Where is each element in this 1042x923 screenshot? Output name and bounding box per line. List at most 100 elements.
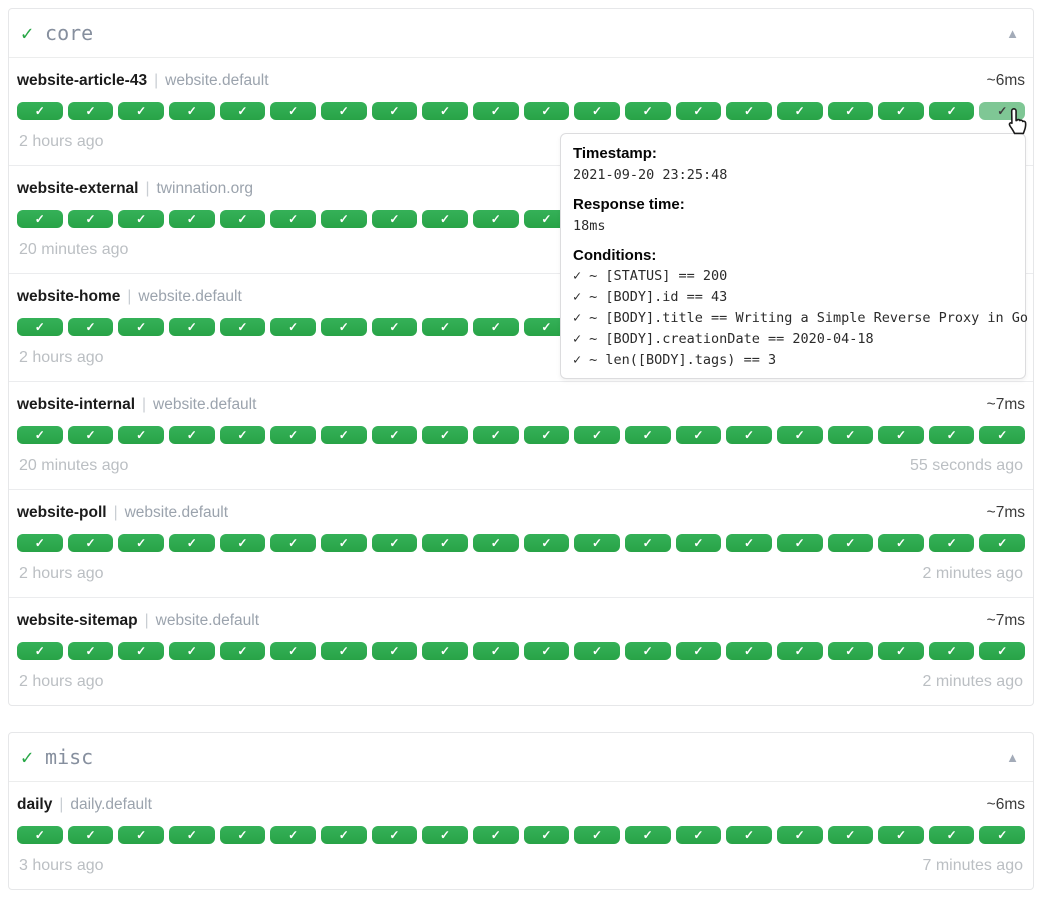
- status-badge[interactable]: ✓: [219, 102, 266, 120]
- status-badge[interactable]: ✓: [928, 102, 975, 120]
- status-badge[interactable]: ✓: [422, 318, 468, 336]
- status-badge[interactable]: ✓: [270, 642, 316, 660]
- status-badge[interactable]: ✓: [675, 826, 722, 844]
- collapse-toggle-icon[interactable]: ▲: [1006, 749, 1019, 765]
- status-badge[interactable]: ✓: [17, 826, 63, 844]
- status-badge[interactable]: ✓: [422, 102, 468, 120]
- status-badge[interactable]: ✓: [776, 826, 823, 844]
- status-badge[interactable]: ✓: [675, 102, 722, 120]
- status-badge[interactable]: ✓: [726, 534, 772, 552]
- status-badge[interactable]: ✓: [17, 534, 63, 552]
- status-badge[interactable]: ✓: [523, 534, 570, 552]
- status-badge[interactable]: ✓: [270, 826, 316, 844]
- status-badge[interactable]: ✓: [67, 642, 114, 660]
- status-badge[interactable]: ✓: [827, 642, 874, 660]
- status-badge[interactable]: ✓: [371, 642, 418, 660]
- status-badge[interactable]: ✓: [168, 318, 215, 336]
- status-badge[interactable]: ✓: [523, 642, 570, 660]
- status-badge[interactable]: ✓: [928, 826, 975, 844]
- status-badge[interactable]: ✓: [878, 642, 924, 660]
- status-badge[interactable]: ✓: [168, 826, 215, 844]
- status-badge[interactable]: ✓: [624, 534, 671, 552]
- status-badge[interactable]: ✓: [168, 642, 215, 660]
- status-badge[interactable]: ✓: [118, 102, 164, 120]
- status-badge[interactable]: ✓: [270, 318, 316, 336]
- status-badge[interactable]: ✓: [726, 642, 772, 660]
- status-badge[interactable]: ✓: [624, 826, 671, 844]
- status-badge[interactable]: ✓: [979, 102, 1026, 120]
- status-badge[interactable]: ✓: [472, 318, 519, 336]
- status-badge[interactable]: ✓: [422, 426, 468, 444]
- status-badge[interactable]: ✓: [878, 102, 924, 120]
- status-badge[interactable]: ✓: [320, 210, 367, 228]
- status-badge[interactable]: ✓: [827, 102, 874, 120]
- status-badge[interactable]: ✓: [118, 426, 164, 444]
- status-badge[interactable]: ✓: [371, 426, 418, 444]
- status-badge[interactable]: ✓: [472, 826, 519, 844]
- status-badge[interactable]: ✓: [523, 318, 570, 336]
- status-badge[interactable]: ✓: [168, 210, 215, 228]
- status-badge[interactable]: ✓: [776, 642, 823, 660]
- status-badge[interactable]: ✓: [67, 318, 114, 336]
- status-badge[interactable]: ✓: [472, 102, 519, 120]
- status-badge[interactable]: ✓: [979, 534, 1026, 552]
- status-badge[interactable]: ✓: [574, 534, 620, 552]
- status-badge[interactable]: ✓: [624, 426, 671, 444]
- status-badge[interactable]: ✓: [371, 534, 418, 552]
- status-badge[interactable]: ✓: [675, 534, 722, 552]
- status-badge[interactable]: ✓: [472, 210, 519, 228]
- status-badge[interactable]: ✓: [320, 642, 367, 660]
- status-badge[interactable]: ✓: [219, 534, 266, 552]
- status-badge[interactable]: ✓: [270, 426, 316, 444]
- status-badge[interactable]: ✓: [219, 826, 266, 844]
- status-badge[interactable]: ✓: [574, 102, 620, 120]
- status-badge[interactable]: ✓: [726, 826, 772, 844]
- status-badge[interactable]: ✓: [422, 210, 468, 228]
- status-badge[interactable]: ✓: [928, 534, 975, 552]
- status-badge[interactable]: ✓: [928, 426, 975, 444]
- status-badge[interactable]: ✓: [776, 534, 823, 552]
- status-badge[interactable]: ✓: [219, 426, 266, 444]
- status-badge[interactable]: ✓: [979, 826, 1026, 844]
- status-badge[interactable]: ✓: [726, 102, 772, 120]
- status-badge[interactable]: ✓: [371, 102, 418, 120]
- status-badge[interactable]: ✓: [168, 534, 215, 552]
- status-badge[interactable]: ✓: [118, 534, 164, 552]
- status-badge[interactable]: ✓: [17, 426, 63, 444]
- status-badge[interactable]: ✓: [422, 826, 468, 844]
- status-badge[interactable]: ✓: [371, 210, 418, 228]
- status-badge[interactable]: ✓: [320, 102, 367, 120]
- status-badge[interactable]: ✓: [472, 642, 519, 660]
- status-badge[interactable]: ✓: [320, 426, 367, 444]
- status-badge[interactable]: ✓: [523, 826, 570, 844]
- status-badge[interactable]: ✓: [827, 534, 874, 552]
- group-header[interactable]: ✓ misc ▲: [9, 733, 1033, 782]
- status-badge[interactable]: ✓: [979, 426, 1026, 444]
- status-badge[interactable]: ✓: [270, 102, 316, 120]
- status-badge[interactable]: ✓: [827, 426, 874, 444]
- status-badge[interactable]: ✓: [17, 318, 63, 336]
- status-badge[interactable]: ✓: [472, 426, 519, 444]
- status-badge[interactable]: ✓: [67, 210, 114, 228]
- status-badge[interactable]: ✓: [219, 318, 266, 336]
- status-badge[interactable]: ✓: [827, 826, 874, 844]
- status-badge[interactable]: ✓: [472, 534, 519, 552]
- status-badge[interactable]: ✓: [320, 534, 367, 552]
- status-badge[interactable]: ✓: [67, 826, 114, 844]
- status-badge[interactable]: ✓: [118, 210, 164, 228]
- status-badge[interactable]: ✓: [17, 642, 63, 660]
- status-badge[interactable]: ✓: [219, 642, 266, 660]
- status-badge[interactable]: ✓: [979, 642, 1026, 660]
- status-badge[interactable]: ✓: [118, 642, 164, 660]
- status-badge[interactable]: ✓: [17, 210, 63, 228]
- status-badge[interactable]: ✓: [17, 102, 63, 120]
- status-badge[interactable]: ✓: [776, 102, 823, 120]
- status-badge[interactable]: ✓: [320, 826, 367, 844]
- status-badge[interactable]: ✓: [776, 426, 823, 444]
- status-badge[interactable]: ✓: [270, 210, 316, 228]
- status-badge[interactable]: ✓: [878, 426, 924, 444]
- status-badge[interactable]: ✓: [320, 318, 367, 336]
- status-badge[interactable]: ✓: [928, 642, 975, 660]
- status-badge[interactable]: ✓: [168, 426, 215, 444]
- status-badge[interactable]: ✓: [371, 318, 418, 336]
